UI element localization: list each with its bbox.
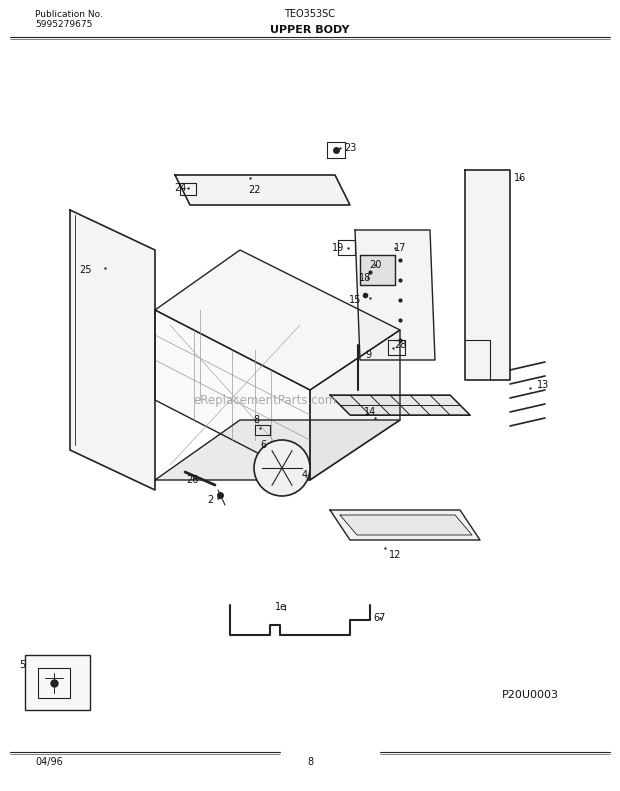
Polygon shape: [38, 668, 70, 698]
Polygon shape: [175, 175, 350, 205]
Text: 24: 24: [174, 183, 186, 193]
Polygon shape: [155, 310, 310, 480]
Text: 19: 19: [332, 243, 344, 253]
Text: 8: 8: [307, 757, 313, 767]
Text: 14: 14: [364, 407, 376, 417]
Text: Publication No.: Publication No.: [35, 9, 103, 18]
Text: 28: 28: [394, 340, 406, 350]
Text: 1e: 1e: [275, 602, 287, 612]
Polygon shape: [155, 420, 400, 480]
Text: 25: 25: [79, 265, 91, 275]
Text: eReplacementParts.com: eReplacementParts.com: [193, 393, 337, 407]
Bar: [25, 655, 90, 710]
Text: 9: 9: [365, 350, 371, 360]
Polygon shape: [330, 510, 480, 540]
Text: 13: 13: [537, 380, 549, 390]
Text: TEO353SC: TEO353SC: [285, 9, 335, 19]
Text: P20U0003: P20U0003: [502, 690, 559, 700]
Polygon shape: [340, 515, 472, 535]
Text: 20: 20: [369, 260, 381, 270]
Polygon shape: [355, 230, 435, 360]
Polygon shape: [310, 330, 400, 480]
Polygon shape: [330, 395, 470, 415]
Polygon shape: [155, 250, 400, 390]
Polygon shape: [465, 170, 510, 380]
Text: 17: 17: [394, 243, 406, 253]
Text: 5995279675: 5995279675: [35, 20, 92, 28]
Text: UPPER BODY: UPPER BODY: [270, 25, 350, 35]
Circle shape: [254, 440, 310, 496]
Polygon shape: [70, 210, 155, 490]
Text: 22: 22: [249, 185, 261, 195]
Text: 67: 67: [374, 613, 386, 623]
Text: 2: 2: [207, 495, 213, 505]
Text: 8: 8: [253, 415, 259, 425]
Text: 15: 15: [349, 295, 361, 305]
Polygon shape: [360, 255, 395, 285]
Text: 26: 26: [186, 475, 198, 485]
Text: 04/96: 04/96: [35, 757, 63, 767]
Text: 6: 6: [260, 440, 266, 450]
Text: 16: 16: [514, 173, 526, 183]
Text: 23: 23: [344, 143, 356, 153]
Text: 4: 4: [302, 470, 308, 480]
Text: 5: 5: [19, 660, 25, 670]
Text: 18: 18: [359, 273, 371, 283]
Text: 12: 12: [389, 550, 401, 560]
